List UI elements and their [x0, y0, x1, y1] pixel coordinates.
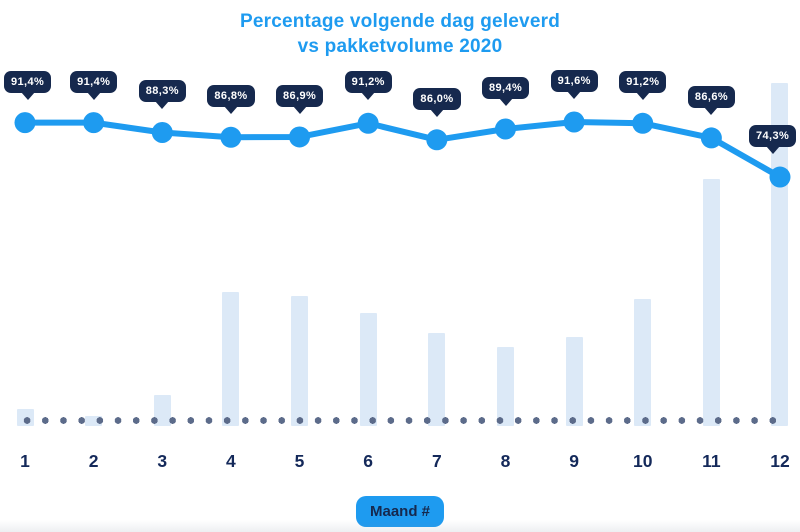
volume-bar-month-11 [702, 179, 720, 426]
volume-bar-month-4 [222, 292, 240, 426]
value-tooltip-month-11: 86,6% [687, 85, 736, 108]
x-axis-label-pill: Maand # [355, 496, 445, 527]
data-point-month-9 [563, 111, 585, 133]
data-point-month-2 [83, 112, 105, 134]
value-tooltip-month-2: 91,4% [70, 70, 118, 93]
value-tooltip-month-8: 89,4% [481, 76, 530, 99]
value-tooltip-month-12: 74,3% [749, 125, 797, 147]
bottom-fade-gradient [0, 520, 800, 532]
dotted-baseline [18, 416, 783, 425]
x-axis-tick-month-1: 1 [20, 451, 30, 471]
volume-bar-month-5 [291, 295, 309, 426]
value-tooltip-month-3: 88,3% [138, 80, 186, 103]
chart-title-line1: Percentage volgende dag geleverd [239, 11, 560, 32]
data-point-month-3 [151, 121, 173, 143]
x-axis-tick-month-11: 11 [702, 451, 721, 471]
x-axis-tick-month-3: 3 [157, 451, 168, 471]
data-point-month-6 [357, 112, 379, 134]
data-point-month-5 [289, 126, 311, 148]
value-tooltip-month-6: 91,2% [344, 71, 392, 94]
volume-bar-month-10 [634, 299, 652, 426]
x-axis-tick-month-9: 9 [569, 451, 579, 471]
x-axis-tick-month-8: 8 [500, 451, 511, 471]
chart-title: Percentage volgende dag geleverd vs pakk… [0, 9, 800, 59]
x-axis-tick-month-7: 7 [431, 451, 442, 471]
value-tooltip-month-4: 86,8% [207, 85, 255, 108]
chart-title-line2: vs pakketvolume 2020 [297, 36, 503, 58]
volume-bar-month-9 [565, 336, 583, 426]
value-tooltip-month-9: 91,6% [550, 70, 598, 92]
data-point-month-4 [220, 126, 242, 148]
x-axis-tick-month-4: 4 [226, 451, 236, 471]
data-point-month-10 [632, 112, 654, 134]
value-tooltip-month-7: 86,0% [413, 87, 461, 110]
data-point-month-1 [14, 112, 36, 134]
data-point-month-7 [426, 129, 448, 151]
value-tooltip-month-10: 91,2% [619, 71, 667, 94]
value-tooltip-month-5: 86,9% [276, 84, 324, 107]
volume-bar-month-8 [496, 347, 514, 426]
value-tooltip-month-1: 91,4% [4, 70, 52, 93]
x-axis-tick-month-2: 2 [88, 451, 99, 471]
volume-bar-month-7 [428, 333, 446, 426]
data-point-month-12 [769, 166, 791, 188]
data-point-month-11 [700, 127, 722, 149]
x-axis-tick-month-5: 5 [294, 451, 305, 471]
delivery-percentage-line [22, 119, 783, 181]
x-axis-tick-month-10: 10 [632, 451, 653, 471]
x-axis-tick-month-6: 6 [363, 451, 374, 471]
data-point-month-8 [494, 118, 516, 140]
x-axis-tick-month-12: 12 [770, 451, 790, 471]
volume-bar-month-6 [359, 312, 377, 426]
